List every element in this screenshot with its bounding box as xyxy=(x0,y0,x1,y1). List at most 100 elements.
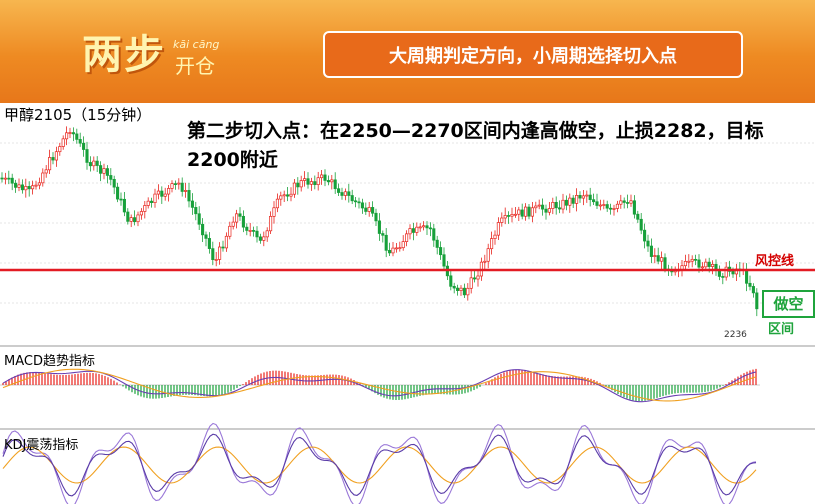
candle-body xyxy=(68,132,72,134)
candle-body xyxy=(350,195,354,202)
candle-body xyxy=(197,213,201,225)
candle-body xyxy=(343,191,347,196)
candle-body xyxy=(609,207,613,210)
candle-body xyxy=(88,162,92,167)
candle-body xyxy=(571,197,575,204)
last-price-label: 2236 xyxy=(724,330,747,340)
candle-body xyxy=(61,138,65,147)
kdj-panel-label: KDJ震荡指标 xyxy=(4,438,79,453)
candle-body xyxy=(207,238,211,249)
candle-body xyxy=(537,204,541,207)
candle-body xyxy=(442,254,446,267)
kdj-k-line xyxy=(2,433,757,497)
candle-body xyxy=(211,248,215,260)
candle-body xyxy=(544,208,548,213)
candle-body xyxy=(483,260,487,263)
candle-body xyxy=(167,188,171,195)
candle-body xyxy=(112,179,116,188)
candle-body xyxy=(82,142,86,150)
candle-body xyxy=(510,214,514,217)
candle-body xyxy=(313,181,317,186)
candle-body xyxy=(704,261,708,268)
candle-body xyxy=(520,209,524,217)
candle-body xyxy=(602,204,606,206)
candle-body xyxy=(568,197,572,206)
candle-body xyxy=(41,172,45,184)
candle-body xyxy=(384,234,388,251)
candle-body xyxy=(255,230,259,238)
candle-body xyxy=(34,184,38,187)
candle-body xyxy=(561,199,565,210)
candle-body xyxy=(337,188,341,193)
candle-body xyxy=(102,168,106,174)
candle-body xyxy=(316,177,320,186)
candle-body xyxy=(20,184,24,191)
candle-body xyxy=(391,247,395,254)
candle-body xyxy=(564,199,568,206)
candle-body xyxy=(190,200,194,208)
candle-body xyxy=(228,225,232,237)
candle-body xyxy=(462,287,466,296)
candle-body xyxy=(347,191,351,196)
candle-body xyxy=(697,259,701,268)
candle-body xyxy=(374,212,378,222)
strategy-annotation: 第二步切入点：在2250—2270区间内逢高做空，止损2282，目标2200附近 xyxy=(187,120,764,171)
candle-body xyxy=(17,184,21,188)
candle-body xyxy=(24,186,28,191)
candle-body xyxy=(252,230,256,232)
candle-body xyxy=(224,235,228,249)
candle-body xyxy=(272,207,276,217)
candle-body xyxy=(14,182,18,188)
macd-panel-label: MACD趋势指标 xyxy=(4,354,95,369)
candle-body xyxy=(37,182,41,186)
candle-body xyxy=(187,190,191,202)
candle-body xyxy=(218,246,222,260)
candle-body xyxy=(177,182,181,185)
candle-body xyxy=(486,248,490,262)
candle-body xyxy=(394,247,398,250)
candle-body xyxy=(707,261,711,267)
candle-body xyxy=(282,194,286,197)
candle-body xyxy=(751,286,755,294)
candle-body xyxy=(364,207,368,212)
candle-body xyxy=(204,234,208,239)
candle-body xyxy=(194,207,198,215)
candle-body xyxy=(643,229,647,242)
candle-body xyxy=(469,277,473,289)
candlestick-series xyxy=(0,126,759,317)
candle-body xyxy=(122,198,126,213)
candle-body xyxy=(449,275,453,287)
candle-body xyxy=(575,194,579,204)
candle-body xyxy=(612,208,616,210)
candle-body xyxy=(721,276,725,278)
candle-body xyxy=(139,211,143,216)
candle-body xyxy=(71,132,75,135)
candle-body xyxy=(133,217,137,223)
candle-body xyxy=(405,233,409,242)
candle-body xyxy=(755,292,759,310)
candle-body xyxy=(354,200,358,203)
candle-body xyxy=(459,287,463,291)
candle-body xyxy=(201,223,205,236)
candle-body xyxy=(173,183,177,185)
candle-body xyxy=(286,194,290,197)
candle-body xyxy=(269,216,273,232)
candle-body xyxy=(622,200,626,203)
candle-body xyxy=(435,239,439,248)
candle-body xyxy=(153,193,157,203)
candle-body xyxy=(534,205,538,209)
candle-body xyxy=(456,287,460,291)
candle-body xyxy=(724,266,728,278)
candle-body xyxy=(388,249,392,254)
candle-body xyxy=(711,263,715,267)
candle-body xyxy=(320,174,324,179)
candle-body xyxy=(180,182,184,192)
candle-body xyxy=(75,133,79,140)
candle-body xyxy=(629,200,633,204)
candle-body xyxy=(432,228,436,241)
candle-body xyxy=(632,200,636,215)
candle-body xyxy=(235,213,239,223)
candle-body xyxy=(299,180,303,188)
candle-body xyxy=(646,240,650,247)
candle-body xyxy=(309,181,313,185)
